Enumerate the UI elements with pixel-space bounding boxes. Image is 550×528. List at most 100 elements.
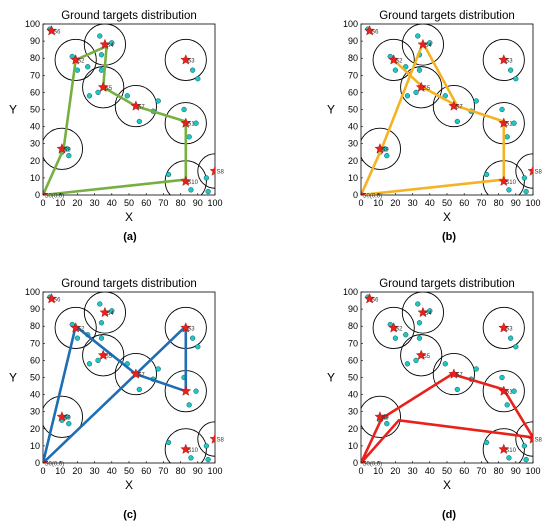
- x-tick-label: 0: [40, 466, 45, 476]
- node-star: [180, 117, 192, 128]
- node-star: [417, 306, 429, 318]
- node-label: S7: [137, 105, 145, 111]
- x-axis-label: X: [125, 210, 133, 224]
- y-tick-label: 20: [348, 424, 358, 434]
- node-label: S4: [424, 311, 432, 317]
- ground-target-point: [66, 421, 72, 427]
- coverage-circle: [400, 66, 443, 109]
- y-tick-label: 40: [30, 122, 40, 132]
- node-label: S1: [505, 122, 513, 128]
- node-star: [209, 165, 215, 176]
- y-tick-label: 100: [25, 287, 40, 297]
- ground-target-point: [504, 134, 510, 140]
- node-star: [130, 100, 142, 111]
- node-star: [498, 117, 510, 128]
- ground-target-point: [416, 67, 423, 73]
- ground-target-point: [416, 335, 423, 341]
- node-label: S10: [505, 180, 516, 186]
- coverage-circle: [197, 421, 215, 457]
- y-tick-label: 20: [348, 156, 358, 166]
- x-tick-label: 100: [207, 466, 222, 476]
- node-label: S7: [137, 373, 145, 379]
- coverage-circle: [114, 84, 157, 128]
- x-tick-label: 70: [158, 466, 168, 476]
- node-star: [498, 175, 510, 186]
- node-star: [46, 25, 57, 36]
- x-tick-label: 50: [124, 198, 134, 208]
- coverage-circle: [482, 306, 525, 350]
- ground-target-point: [413, 89, 419, 96]
- node-star: [364, 293, 375, 304]
- ground-target-point: [205, 188, 211, 195]
- node-label: S4: [106, 43, 114, 49]
- node-label: S6: [53, 297, 61, 303]
- x-tick-label: 90: [193, 466, 203, 476]
- node-label: S9: [63, 147, 71, 153]
- ground-target-point: [165, 439, 172, 446]
- node-star: [43, 457, 49, 463]
- ground-target-point: [186, 134, 192, 140]
- ground-target-point: [413, 357, 419, 364]
- node-star: [99, 38, 111, 50]
- y-tick-label: 20: [30, 156, 40, 166]
- ground-target-point: [483, 171, 490, 178]
- ground-target-point: [483, 439, 490, 446]
- ground-target-point: [98, 320, 105, 326]
- coverage-circle: [43, 127, 84, 170]
- x-tick-label: 50: [124, 466, 134, 476]
- node-star: [180, 322, 192, 333]
- coverage-circle: [482, 38, 525, 81]
- node-star: [70, 322, 82, 333]
- coverage-circle: [401, 292, 445, 334]
- y-tick-label: 100: [343, 287, 358, 297]
- x-tick-label: 50: [442, 466, 452, 476]
- x-tick-label: 60: [459, 466, 469, 476]
- y-tick-label: 80: [30, 53, 40, 63]
- x-tick-label: 40: [107, 466, 117, 476]
- x-tick-label: 70: [476, 466, 486, 476]
- node-star: [209, 433, 215, 444]
- ground-target-point: [189, 335, 196, 341]
- ground-target-point: [384, 153, 390, 159]
- coverage-circle: [372, 38, 415, 81]
- plot-content: [43, 24, 215, 195]
- y-tick-label: 50: [30, 105, 40, 115]
- node-label: S9: [381, 147, 389, 153]
- node-star: [374, 143, 386, 154]
- ground-target-point: [415, 33, 421, 39]
- node-star: [130, 368, 142, 379]
- ground-target-point: [98, 52, 105, 58]
- node-label: S4: [106, 311, 114, 317]
- node-star: [97, 81, 109, 92]
- coverage-circle: [43, 395, 84, 438]
- node-star: [46, 293, 57, 304]
- node-star: [498, 54, 510, 65]
- node-label: S8: [217, 170, 225, 176]
- x-axis-label: X: [125, 478, 133, 492]
- node-label: S2: [395, 58, 403, 64]
- ground-target-point: [384, 421, 390, 427]
- plot-content: [361, 24, 533, 195]
- node-label: S1: [505, 390, 513, 396]
- y-tick-label: 0: [353, 458, 358, 468]
- node-star: [498, 443, 510, 454]
- ground-target-point: [186, 402, 192, 408]
- coverage-circle: [482, 428, 525, 463]
- node-label: S0(0,0): [45, 462, 65, 468]
- node-star: [527, 433, 533, 444]
- node-star: [180, 443, 192, 454]
- y-axis-label: Y: [9, 371, 17, 385]
- node-star: [364, 25, 375, 36]
- x-tick-label: 0: [40, 198, 45, 208]
- node-label: S9: [381, 415, 389, 421]
- ground-target-point: [193, 388, 199, 394]
- y-tick-label: 40: [348, 390, 358, 400]
- coverage-circle: [82, 334, 125, 377]
- ground-target-point: [136, 118, 142, 125]
- y-tick-label: 70: [30, 70, 40, 80]
- node-star: [498, 385, 510, 396]
- y-tick-label: 40: [30, 390, 40, 400]
- chart-panel-1: S0(0,0) S6 S2 S4 S3 S5 S7 S1 S9 S10 S8 0 10 20 30 40 50 6…: [9, 10, 225, 243]
- x-tick-label: 10: [373, 198, 383, 208]
- node-label: S5: [423, 354, 431, 360]
